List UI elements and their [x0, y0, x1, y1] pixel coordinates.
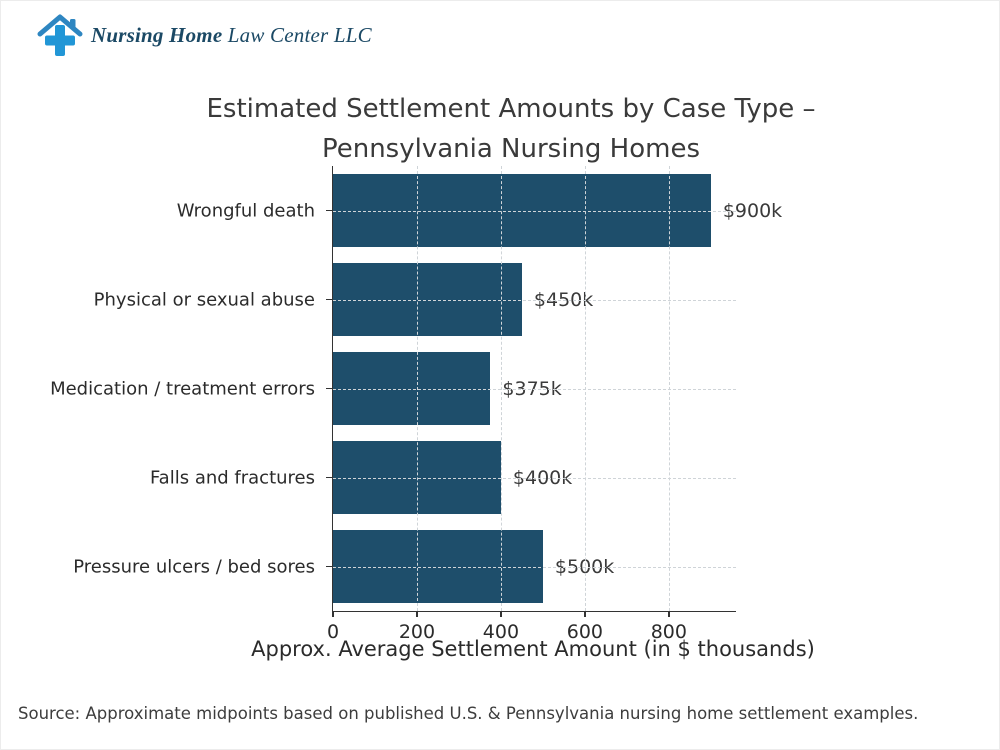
horizontal-gridline [333, 388, 736, 390]
logo-text-bold: Nursing Home [91, 22, 223, 47]
source-note: Source: Approximate midpoints based on p… [18, 704, 919, 723]
x-tick-label-200: 200 [398, 621, 436, 643]
chart-title-line1: Estimated Settlement Amounts by Case Typ… [206, 94, 816, 124]
horizontal-gridline [333, 299, 736, 301]
x-tick-mark [583, 611, 586, 617]
plot-area: $900k $450k $375k $400k $500k 0 200 400 600 800 [326, 166, 782, 643]
y-axis-category-labels: Wrongful death Physical or sexual abuse Me… [1, 166, 323, 611]
x-axis-label: Approx. Average Settlement Amount (in $ … [251, 637, 815, 661]
nursing-home-law-center-logo: Nursing Home Law Center LLC [37, 13, 372, 57]
x-tick-mark [416, 611, 418, 617]
x-tick-label-400: 400 [482, 621, 520, 643]
value-label-wrongful-death: $900k [722, 199, 783, 222]
x-tick-mark [500, 611, 502, 617]
horizontal-gridline [333, 210, 736, 212]
category-label-pressure-ulcers-bed-sores: Pressure ulcers / bed sores [73, 556, 315, 577]
chart-title: Estimated Settlement Amounts by Case Typ… [151, 89, 871, 170]
category-label-medication-treatment-errors: Medication / treatment errors [50, 378, 315, 399]
category-label-wrongful-death: Wrongful death [176, 200, 315, 221]
horizontal-gridline [333, 566, 736, 568]
y-tick-mark [326, 565, 332, 568]
chart-title-line2: Pennsylvania Nursing Homes [321, 134, 701, 165]
horizontal-gridline [333, 477, 736, 479]
category-label-falls-and-fractures: Falls and fractures [149, 467, 315, 488]
x-tick-label-800: 800 [650, 621, 687, 643]
x-tick-label-0: 0 [326, 621, 340, 643]
x-tick-mark [667, 611, 670, 617]
y-tick-mark [326, 209, 332, 212]
logo-text-rest: Law Center LLC [222, 22, 372, 47]
y-tick-mark [326, 387, 332, 390]
y-tick-mark [326, 298, 332, 301]
house-medical-cross-icon [37, 14, 83, 56]
logo-text: Nursing Home Law Center LLC [91, 23, 372, 48]
y-tick-mark [326, 476, 332, 479]
x-tick-label-600: 600 [566, 621, 604, 643]
x-tick-mark [332, 611, 334, 617]
category-label-physical-or-sexual-abuse: Physical or sexual abuse [93, 289, 315, 310]
